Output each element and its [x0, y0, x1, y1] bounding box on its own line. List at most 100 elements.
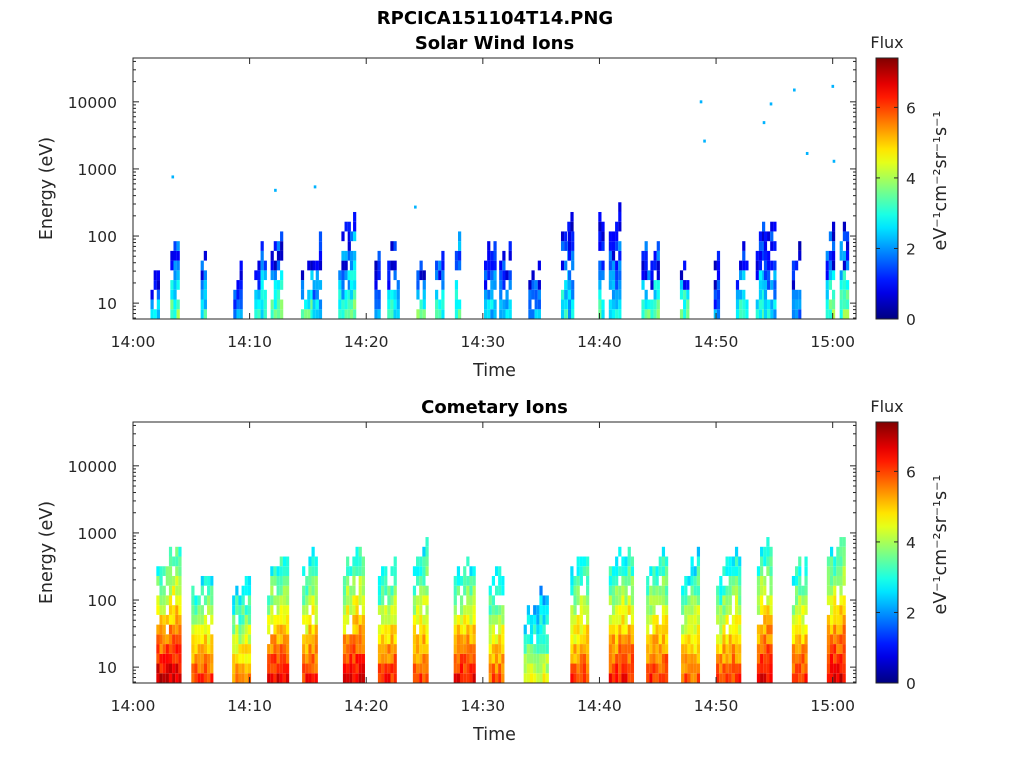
heatmap-cell: [831, 309, 836, 319]
heatmap-cell: [381, 575, 385, 586]
heatmap-cell: [690, 575, 694, 586]
heatmap-cell: [756, 566, 761, 576]
heatmap-cell: [526, 673, 530, 683]
heatmap-cell: [456, 673, 461, 683]
heatmap-cell: [308, 595, 312, 606]
heatmap-cell: [570, 221, 574, 232]
heatmap-cell: [346, 653, 350, 664]
heatmap-cell: [773, 241, 777, 251]
heatmap-cell: [586, 663, 590, 674]
heatmap-cell: [498, 653, 502, 664]
heatmap-cell: [175, 663, 179, 674]
heatmap-cell: [536, 644, 540, 654]
heatmap-cell: [286, 605, 290, 615]
heatmap-cell: [414, 205, 417, 209]
heatmap-cell: [630, 673, 635, 683]
heatmap-cell: [690, 624, 694, 635]
heatmap-cell: [453, 663, 457, 674]
heatmap-cell: [472, 673, 476, 683]
heatmap-cell: [683, 260, 687, 271]
heatmap-cell: [801, 673, 805, 683]
heatmap-cell: [537, 289, 541, 300]
y-tick-label: 1000: [78, 525, 117, 543]
heatmap-cell: [725, 566, 729, 576]
heatmap-cell: [488, 595, 492, 606]
heatmap-cell: [355, 566, 359, 576]
heatmap-cell: [833, 595, 837, 606]
heatmap-cell: [387, 634, 391, 645]
heatmap-cell: [644, 299, 648, 310]
heatmap-cell: [686, 309, 690, 319]
heatmap-cell: [175, 653, 179, 664]
heatmap-cell: [683, 299, 687, 310]
heatmap-cell: [387, 309, 391, 319]
heatmap-cell: [194, 614, 198, 625]
heatmap-cell: [387, 605, 391, 615]
heatmap-cell: [839, 309, 843, 319]
heatmap-cell: [311, 653, 315, 664]
heatmap-cell: [762, 231, 766, 242]
heatmap-cell: [156, 624, 160, 635]
heatmap-cell: [466, 624, 470, 635]
heatmap-cell: [344, 289, 348, 300]
heatmap-cell: [422, 270, 426, 281]
heatmap-cell: [393, 575, 397, 586]
heatmap-cell: [696, 585, 701, 596]
heatmap-cell: [693, 624, 697, 635]
heatmap-cell: [472, 614, 476, 625]
heatmap-cell: [728, 595, 732, 606]
heatmap-cell: [598, 280, 602, 290]
colorbar-tick-label: 6: [906, 463, 916, 481]
heatmap-cell: [282, 644, 287, 654]
heatmap-cell: [573, 595, 577, 606]
heatmap-cell: [300, 289, 305, 300]
heatmap-cell: [168, 614, 173, 625]
heatmap-cell: [172, 634, 176, 645]
heatmap-cell: [235, 585, 239, 596]
heatmap-cell: [560, 241, 565, 251]
heatmap-cell: [384, 673, 388, 683]
heatmap-cell: [653, 289, 657, 300]
heatmap-cell: [441, 309, 445, 319]
heatmap-cell: [374, 309, 378, 319]
heatmap-cell: [173, 241, 177, 251]
heatmap-cell: [534, 289, 538, 300]
heatmap-cell: [742, 260, 746, 271]
heatmap-cell: [658, 566, 662, 576]
heatmap-cell: [459, 663, 464, 674]
heatmap-cell: [621, 605, 625, 615]
heatmap-cell: [804, 634, 808, 645]
heatmap-cell: [658, 595, 662, 606]
heatmap-cell: [257, 299, 261, 310]
heatmap-cell: [805, 151, 809, 155]
heatmap-cell: [739, 270, 743, 281]
heatmap-cell: [176, 280, 180, 290]
heatmap-cell: [472, 575, 476, 586]
heatmap-cell: [687, 634, 691, 645]
heatmap-cell: [156, 309, 160, 319]
heatmap-cell: [615, 270, 619, 281]
heatmap-cell: [156, 644, 160, 654]
heatmap-cell: [734, 634, 739, 645]
heatmap-cell: [560, 299, 565, 310]
heatmap-cell: [576, 575, 580, 586]
heatmap-cell: [453, 595, 457, 606]
heatmap-cell: [842, 566, 846, 576]
heatmap-cell: [801, 624, 805, 635]
heatmap-cell: [355, 653, 359, 664]
heatmap-cell: [459, 673, 464, 683]
heatmap-cell: [318, 299, 323, 310]
heatmap-cell: [191, 595, 195, 606]
heatmap-cell: [731, 566, 736, 576]
heatmap-cell: [484, 289, 488, 300]
heatmap-cell: [684, 605, 688, 615]
heatmap-cell: [795, 566, 799, 576]
heatmap-cell: [579, 624, 583, 635]
heatmap-cell: [582, 634, 587, 645]
heatmap-cell: [766, 624, 770, 635]
heatmap-cell: [307, 299, 311, 310]
heatmap-cell: [501, 605, 505, 615]
heatmap-cell: [286, 556, 290, 567]
heatmap-cell: [200, 575, 204, 586]
heatmap-cell: [542, 624, 546, 635]
